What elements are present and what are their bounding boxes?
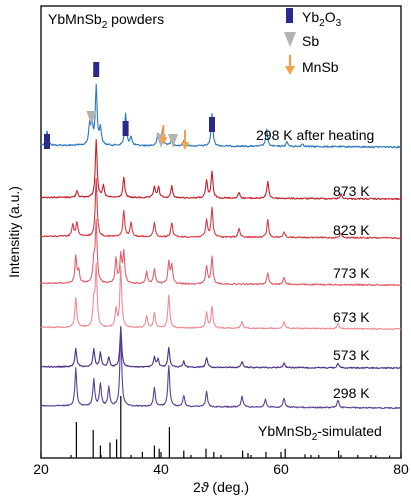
xrd-trace-line [40, 138, 402, 201]
chart-title: YbMnSb2 powders [48, 11, 164, 31]
legend: Yb2O3 Sb MnSb [284, 8, 342, 75]
yb2o3-marker [209, 117, 215, 132]
trace-label: 573 K [333, 347, 370, 363]
legend-mnsb-label: MnSb [302, 59, 339, 75]
sb-marker [86, 111, 97, 125]
xrd-trace-line [40, 329, 402, 410]
legend-yb2o3-label: Yb2O3 [302, 9, 342, 29]
trace-labels-layer: 298 K after heating 873 K 823 K 773 K 673 K 5… [256, 127, 382, 443]
yb2o3-marker [93, 62, 100, 77]
xrd-trace-line [40, 177, 402, 240]
trace-label: 298 K [333, 385, 370, 401]
x-ticks-layer: 20 40 60 80 [33, 452, 409, 477]
xrd-trace-line [40, 83, 402, 149]
yb2o3-marker [122, 121, 129, 136]
legend-sb-label: Sb [302, 33, 319, 49]
yb2o3-marker [44, 134, 50, 149]
y-axis-label: Intensitiy (a.u.) [6, 186, 22, 278]
xrd-trace-line [40, 262, 402, 331]
xrd-trace-line [40, 325, 402, 370]
legend-yb2o3-marker [286, 8, 293, 23]
trace-label: 298 K after heating [256, 127, 374, 143]
x-tick-label: 60 [273, 461, 289, 477]
x-axis-label: 2ϑ (deg.) [193, 479, 249, 495]
trace-label: YbMnSb2-simulated [258, 423, 382, 443]
trace-label: 773 K [333, 265, 370, 281]
trace-label: 673 K [333, 309, 370, 325]
mnsb-marker [181, 130, 189, 150]
phase-markers-layer [44, 62, 215, 150]
legend-sb-marker [284, 32, 296, 47]
trace-label: 823 K [333, 222, 370, 238]
traces-layer [40, 83, 402, 458]
mnsb-marker [159, 125, 168, 145]
x-tick-label: 20 [33, 461, 49, 477]
trace-label: 873 K [333, 183, 370, 199]
x-tick-label: 40 [153, 461, 169, 477]
legend-mnsb-marker [285, 55, 295, 75]
xrd-trace-line [40, 218, 402, 287]
sb-marker [168, 134, 178, 148]
x-tick-label: 80 [393, 461, 409, 477]
